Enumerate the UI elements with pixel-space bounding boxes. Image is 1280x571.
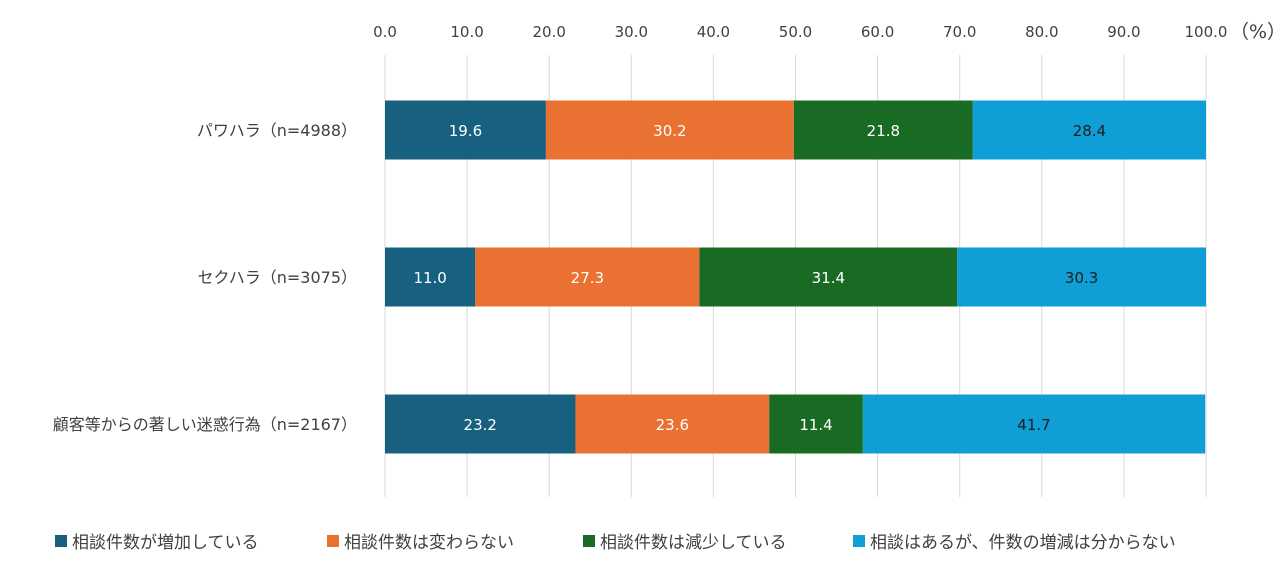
category-label: 顧客等からの著しい迷惑行為（n=2167）: [53, 415, 357, 434]
legend-item: 相談件数は減少している: [583, 528, 787, 553]
x-tick-label: 70.0: [943, 23, 976, 41]
x-tick-label: 40.0: [697, 23, 730, 41]
data-labels: 19.6 30.2 21.8 28.4 11.0 27.3 31.4 30.3 23.2 23.6…: [413, 122, 1106, 434]
legend-swatch: [327, 534, 339, 547]
bar-segment: [385, 394, 576, 454]
x-tick-label: 80.0: [1025, 23, 1058, 41]
data-label: 30.3: [1065, 269, 1098, 287]
legend-label: 相談件数が増加している: [72, 533, 259, 553]
legend-item: 相談件数は変わらない: [327, 528, 514, 553]
bar-segment: [385, 100, 546, 160]
data-label: 27.3: [571, 269, 604, 287]
bar-segment: [862, 394, 1206, 454]
bar-segment: [699, 247, 958, 307]
bar-segment: [769, 394, 863, 454]
data-label: 30.2: [653, 122, 686, 140]
data-label: 31.4: [812, 269, 845, 287]
x-tick-label: 50.0: [779, 23, 812, 41]
legend-label: 相談件数は減少している: [600, 533, 787, 553]
legend-swatch: [583, 534, 595, 547]
data-label: 23.6: [656, 416, 689, 434]
bar-segment: [545, 100, 794, 160]
x-tick-label: 90.0: [1107, 23, 1140, 41]
bar-segment: [475, 247, 700, 307]
legend: 相談件数が増加している 相談件数は変わらない 相談件数は減少している 相談はあるが、件…: [0, 528, 1280, 553]
bar-segment: [972, 100, 1206, 160]
x-tick-label: 100.0: [1185, 23, 1228, 41]
legend-swatch: [853, 534, 865, 547]
legend-swatch: [55, 534, 67, 547]
data-label: 28.4: [1073, 122, 1106, 140]
stacked-bar-chart: 0.0 10.0 20.0 30.0 40.0 50.0 60.0 70.0 80.0 90.0 1…: [53, 21, 1280, 497]
x-tick-label: 60.0: [861, 23, 894, 41]
x-axis-unit: （%）: [1230, 21, 1280, 43]
legend-label: 相談件数は変わらない: [344, 533, 514, 553]
bars: [385, 100, 1206, 454]
bar-segment: [385, 247, 476, 307]
x-tick-label: 10.0: [450, 23, 483, 41]
bar-segment: [957, 247, 1206, 307]
category-label: パワハラ（n=4988）: [197, 121, 357, 140]
data-label: 21.8: [867, 122, 900, 140]
legend-item: 相談はあるが、件数の増減は分からない: [853, 528, 1176, 553]
legend-label: 相談はあるが、件数の増減は分からない: [870, 533, 1176, 553]
x-tick-label: 30.0: [615, 23, 648, 41]
bar-segment: [575, 394, 770, 454]
data-label: 11.4: [799, 416, 832, 434]
legend-item: 相談件数が増加している: [55, 528, 259, 553]
x-axis-ticks: 0.0 10.0 20.0 30.0 40.0 50.0 60.0 70.0 80.0 90.0 1…: [373, 23, 1227, 41]
category-labels: パワハラ（n=4988） セクハラ（n=3075） 顧客等からの著しい迷惑行為（n=…: [53, 121, 357, 434]
x-tick-label: 0.0: [373, 23, 397, 41]
category-label: セクハラ（n=3075）: [198, 268, 357, 287]
data-label: 41.7: [1017, 416, 1050, 434]
data-label: 11.0: [413, 269, 446, 287]
bar-segment: [793, 100, 973, 160]
data-label: 19.6: [449, 122, 482, 140]
x-tick-label: 20.0: [532, 23, 565, 41]
data-label: 23.2: [464, 416, 497, 434]
